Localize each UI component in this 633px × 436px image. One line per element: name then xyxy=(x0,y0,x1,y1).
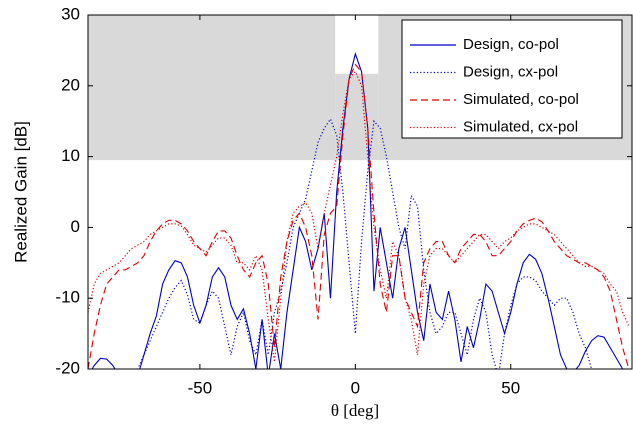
legend-label: Simulated, cx-pol xyxy=(463,118,578,135)
mask-region xyxy=(88,15,336,161)
y-tick-label: 0 xyxy=(71,217,80,236)
legend-label: Simulated, co-pol xyxy=(463,91,579,108)
y-axis-label: Realized Gain [dB] xyxy=(11,121,30,263)
x-tick-label: -50 xyxy=(188,378,213,397)
x-axis-label: θ [deg] xyxy=(331,401,379,420)
y-tick-label: -10 xyxy=(55,288,80,307)
y-tick-label: 10 xyxy=(61,146,80,165)
series-line xyxy=(88,63,630,369)
series-line xyxy=(136,117,593,369)
y-tick-label: 30 xyxy=(61,4,80,23)
y-tick-label: -20 xyxy=(55,358,80,377)
series-line xyxy=(91,52,624,369)
legend-label: Design, cx-pol xyxy=(463,63,558,80)
x-tick-label: 0 xyxy=(351,378,360,397)
x-tick-label: 50 xyxy=(501,378,520,397)
plot-frame xyxy=(87,14,633,370)
legend-frame xyxy=(401,19,623,139)
legend: Design, co-pol Design, cx-pol Simulated, c… xyxy=(401,19,623,139)
legend-label: Design, co-pol xyxy=(463,36,559,53)
series-line xyxy=(88,70,630,363)
lines xyxy=(88,52,630,369)
ticks: -20 -10 0 10 20 30 -50 0 50 xyxy=(55,4,632,397)
y-tick-label: 20 xyxy=(61,75,80,94)
